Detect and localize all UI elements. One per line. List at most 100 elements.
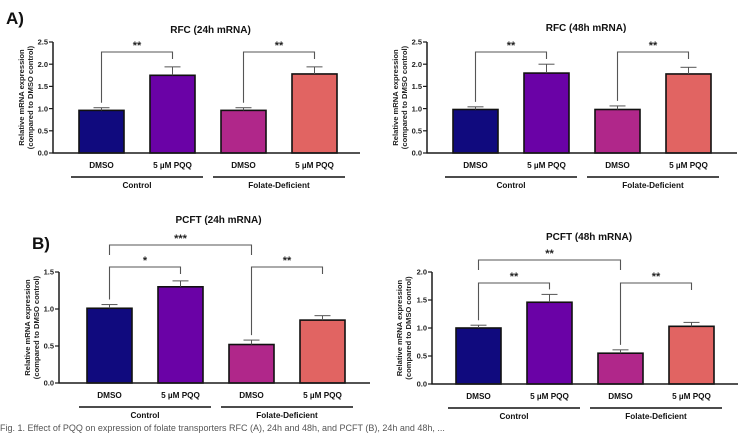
chart-0: RFC (24h mRNA) Relative mRNA expression (c…	[17, 25, 360, 190]
x-category-label: 5 µM PQQ	[530, 392, 569, 401]
significance-label: **	[283, 255, 292, 267]
significance-label: **	[510, 271, 519, 283]
significance-bracket	[108, 266, 182, 300]
significance-bracket	[477, 282, 551, 321]
y-tick-label: 0.0	[417, 380, 427, 389]
y-tick-label: 0.0	[412, 149, 422, 158]
significance-label: **	[545, 248, 554, 260]
y-axis-label: Relative mRNA expression	[23, 279, 32, 376]
bar-pqq-control	[157, 285, 204, 384]
bar-dmso-folate-deficient	[597, 352, 644, 385]
y-axis-label: (compared to DMSO control)	[404, 276, 413, 380]
chart-3: PCFT (48h mRNA) Relative mRNA expression(…	[395, 232, 738, 421]
significance-bracket	[242, 51, 316, 103]
significance-bracket	[100, 51, 174, 103]
significance-label: **	[652, 271, 661, 283]
group-label: Folate-Deficient	[622, 181, 684, 190]
chart-title: PCFT (24h mRNA)	[175, 215, 261, 226]
x-category-label: 5 µM PQQ	[153, 161, 192, 170]
charts-container: RFC (24h mRNA)Relative mRNA expression (c…	[17, 23, 738, 421]
x-category-label: DMSO	[605, 161, 630, 170]
y-tick-label: 0.5	[38, 127, 48, 136]
significance-label: **	[275, 40, 284, 52]
x-category-label: DMSO	[89, 161, 114, 170]
figure-caption: Fig. 1. Effect of PQQ on expression of f…	[0, 423, 445, 433]
x-category-label: DMSO	[239, 391, 264, 400]
bar-dmso-folate-deficient	[220, 109, 267, 154]
bar-pqq-folate-deficient	[665, 73, 712, 154]
significance-label: **	[649, 40, 658, 52]
chart-1: RFC (48h mRNA) Relative mRNA expression (c…	[391, 23, 737, 190]
significance-bracket	[619, 282, 693, 345]
significance-label: **	[133, 40, 142, 52]
significance-label: **	[507, 40, 516, 52]
bar-pqq-folate-deficient	[291, 73, 338, 154]
x-category-label: DMSO	[466, 392, 491, 401]
x-category-label: 5 µM PQQ	[669, 161, 708, 170]
chart-title: RFC (24h mRNA)	[170, 25, 251, 36]
bar-dmso-folate-deficient	[594, 108, 641, 154]
y-tick-label: 1.5	[44, 268, 54, 277]
y-tick-label: 1.0	[417, 324, 427, 333]
y-axis-label: Relative mRNA expression	[395, 279, 404, 376]
significance-bracket	[616, 51, 690, 101]
significance-bracket	[477, 259, 622, 270]
y-axis-label: (compared to DMSO control)	[26, 45, 35, 149]
x-category-label: 5 µM PQQ	[527, 161, 566, 170]
chart-2: PCFT (24h mRNA) Relative mRNA expression(…	[23, 215, 370, 420]
y-tick-label: 2.5	[38, 38, 48, 47]
y-tick-label: 1.5	[412, 82, 422, 91]
y-axis-label: (compared to DMSO control)	[32, 275, 41, 379]
significance-bracket	[474, 51, 548, 102]
group-label: Control	[496, 181, 525, 190]
significance-label: ***	[174, 233, 188, 245]
bar-dmso-control	[78, 109, 125, 154]
y-tick-label: 1.0	[44, 305, 54, 314]
group-label: Control	[130, 411, 159, 420]
significance-bracket	[108, 244, 253, 255]
x-category-label: DMSO	[608, 392, 633, 401]
y-tick-label: 0.0	[44, 379, 54, 388]
y-tick-label: 1.5	[38, 82, 48, 91]
y-tick-label: 1.5	[417, 296, 427, 305]
y-tick-label: 0.5	[412, 127, 422, 136]
bar-pqq-control	[149, 74, 196, 154]
y-axis-label: (compared to DMSO control)	[400, 45, 409, 149]
bar-pqq-control	[523, 72, 570, 154]
bar-dmso-control	[86, 307, 133, 384]
bar-dmso-control	[452, 108, 499, 154]
y-axis-label: Relative mRNA expression	[17, 49, 26, 146]
y-tick-label: 0.5	[44, 342, 54, 351]
panel-label-b: B)	[32, 234, 50, 253]
y-tick-label: 2.5	[412, 38, 422, 47]
chart-title: PCFT (48h mRNA)	[546, 232, 632, 243]
bar-dmso-control	[455, 327, 502, 385]
group-label: Folate-Deficient	[248, 181, 310, 190]
y-tick-label: 2.0	[38, 60, 48, 69]
x-category-label: DMSO	[97, 391, 122, 400]
bar-pqq-folate-deficient	[299, 319, 346, 384]
panel-label-a: A)	[6, 9, 24, 28]
y-tick-label: 2.0	[417, 268, 427, 277]
y-tick-label: 0.0	[38, 149, 48, 158]
bar-dmso-folate-deficient	[228, 343, 275, 384]
group-label: Control	[499, 412, 528, 421]
significance-label: *	[143, 255, 148, 267]
x-category-label: DMSO	[231, 161, 256, 170]
y-axis-label: Relative mRNA expression	[391, 49, 400, 146]
bar-pqq-folate-deficient	[668, 325, 715, 385]
bar-pqq-control	[526, 301, 573, 385]
chart-title: RFC (48h mRNA)	[546, 23, 627, 34]
y-tick-label: 1.0	[38, 104, 48, 113]
group-label: Folate-Deficient	[256, 411, 318, 420]
group-label: Folate-Deficient	[625, 412, 687, 421]
y-tick-label: 0.5	[417, 352, 427, 361]
x-category-label: 5 µM PQQ	[161, 391, 200, 400]
x-category-label: DMSO	[463, 161, 488, 170]
x-category-label: 5 µM PQQ	[672, 392, 711, 401]
y-tick-label: 1.0	[412, 104, 422, 113]
significance-bracket	[250, 266, 324, 336]
x-category-label: 5 µM PQQ	[295, 161, 334, 170]
y-tick-label: 2.0	[412, 60, 422, 69]
